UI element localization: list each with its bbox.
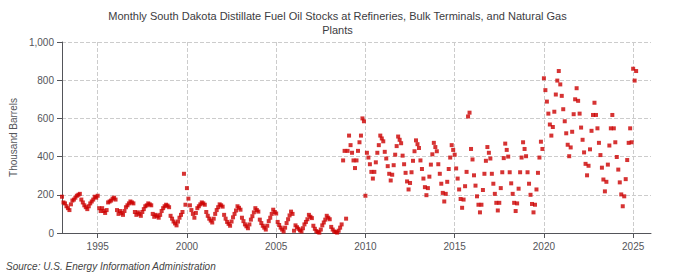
svg-text:2005: 2005 (265, 241, 288, 252)
svg-text:800: 800 (37, 75, 54, 86)
svg-text:600: 600 (37, 113, 54, 124)
svg-text:400: 400 (37, 151, 54, 162)
svg-text:2020: 2020 (533, 241, 556, 252)
svg-text:Monthly South Dakota Distillat: Monthly South Dakota Distillate Fuel Oil… (108, 10, 567, 22)
svg-text:2015: 2015 (444, 241, 467, 252)
svg-text:Thousand Barrels: Thousand Barrels (8, 98, 19, 177)
svg-text:2025: 2025 (622, 241, 645, 252)
svg-text:Plants: Plants (322, 24, 353, 36)
svg-text:Source: U.S. Energy Informatio: Source: U.S. Energy Information Administ… (6, 261, 216, 272)
svg-text:2000: 2000 (176, 241, 199, 252)
svg-text:1,000: 1,000 (29, 37, 54, 48)
svg-text:2010: 2010 (354, 241, 377, 252)
svg-text:1995: 1995 (87, 241, 110, 252)
svg-text:0: 0 (48, 228, 54, 239)
svg-text:200: 200 (37, 189, 54, 200)
